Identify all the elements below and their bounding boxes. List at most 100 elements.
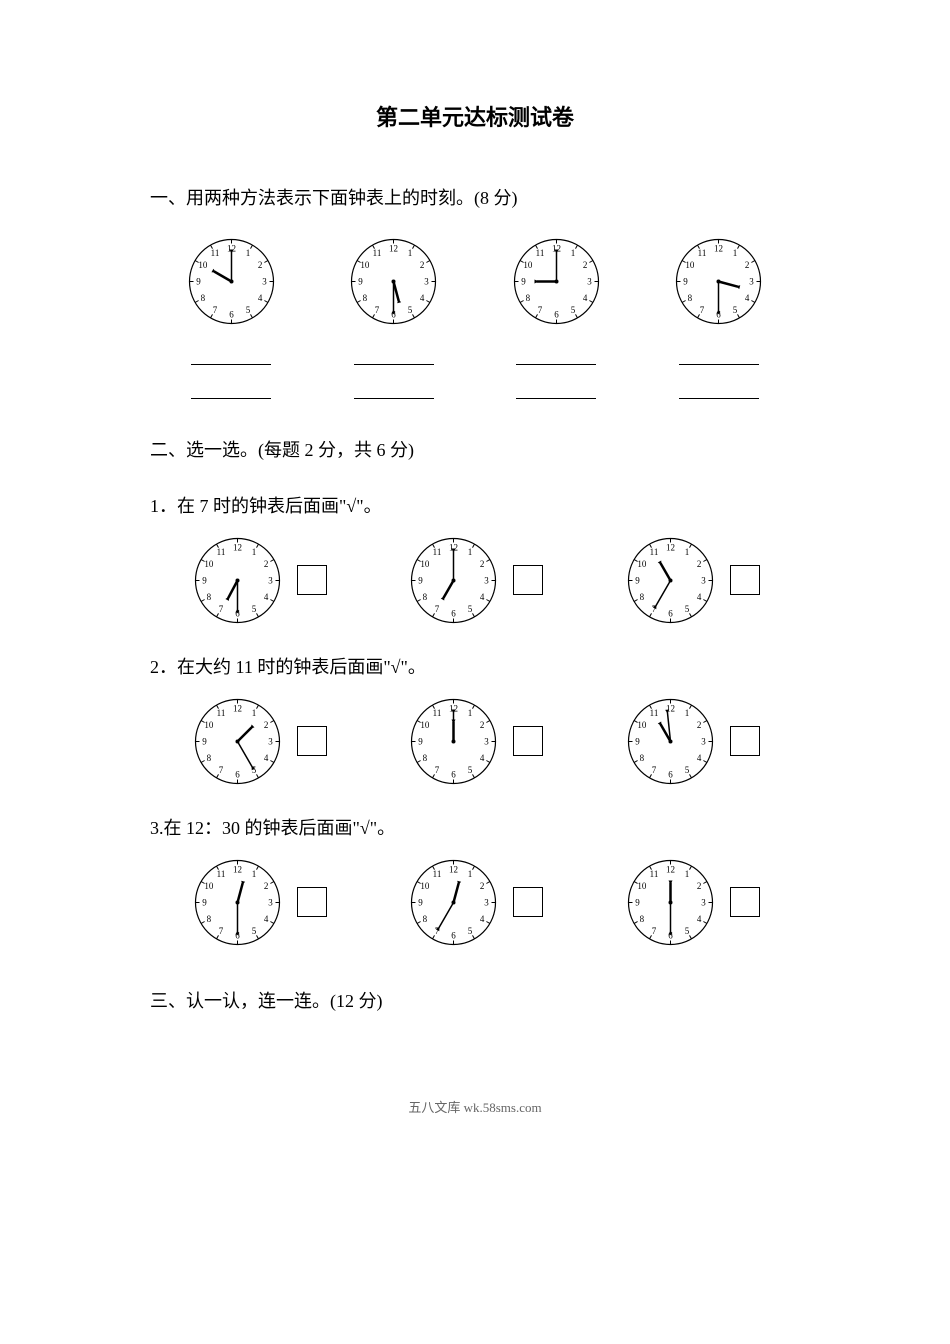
svg-text:9: 9: [359, 277, 364, 287]
section-1-clock-row: 1212345678910111212345678910111212345678…: [150, 234, 800, 329]
hour-hand: [454, 883, 459, 902]
answer-blank[interactable]: [191, 398, 271, 399]
svg-text:7: 7: [375, 305, 380, 315]
svg-text:7: 7: [219, 765, 224, 775]
section-1-answers-row-1: [150, 339, 800, 365]
minute-hand: [656, 580, 671, 606]
minute-hand: [237, 741, 252, 767]
svg-text:8: 8: [200, 293, 205, 303]
svg-text:9: 9: [684, 277, 689, 287]
svg-text:9: 9: [196, 277, 201, 287]
svg-text:2: 2: [264, 881, 269, 891]
hour-hand: [444, 580, 454, 597]
svg-text:4: 4: [258, 293, 263, 303]
svg-text:12: 12: [666, 864, 675, 874]
svg-text:4: 4: [264, 592, 269, 602]
svg-text:1: 1: [252, 869, 257, 879]
answer-blank[interactable]: [354, 364, 434, 365]
svg-text:3: 3: [485, 575, 490, 585]
answer-blank[interactable]: [679, 364, 759, 365]
svg-text:11: 11: [650, 547, 659, 557]
svg-text:6: 6: [452, 608, 457, 618]
svg-text:2: 2: [264, 720, 269, 730]
clock-face: 121234567891011: [406, 855, 501, 950]
svg-text:6: 6: [229, 310, 234, 320]
svg-text:5: 5: [408, 305, 413, 315]
svg-text:11: 11: [698, 248, 707, 258]
svg-text:11: 11: [373, 248, 382, 258]
svg-text:5: 5: [468, 604, 473, 614]
svg-text:6: 6: [668, 608, 673, 618]
svg-text:1: 1: [685, 869, 690, 879]
clock-face: 121234567891011: [190, 694, 285, 789]
section-2: 二、选一选。(每题 2 分，共 6 分) 1．在 7 时的钟表后面画"√"。 1…: [150, 434, 800, 949]
clock-item: 121234567891011: [671, 234, 766, 329]
page-footer: 五八文库 wk.58sms.com: [150, 1097, 800, 1116]
svg-text:2: 2: [480, 559, 485, 569]
svg-text:2: 2: [745, 260, 750, 270]
choice-option: 121234567891011: [623, 533, 760, 628]
question-3-choices: 1212345678910111212345678910111212345678…: [150, 855, 800, 950]
svg-text:10: 10: [204, 881, 214, 891]
answer-blank[interactable]: [516, 364, 596, 365]
clock-face: 121234567891011: [509, 234, 604, 329]
svg-text:2: 2: [264, 559, 269, 569]
svg-text:3: 3: [262, 277, 267, 287]
svg-text:2: 2: [697, 720, 702, 730]
svg-text:12: 12: [714, 244, 723, 254]
svg-text:12: 12: [666, 542, 675, 552]
svg-text:10: 10: [421, 720, 431, 730]
svg-text:8: 8: [423, 914, 428, 924]
check-box[interactable]: [297, 565, 327, 595]
svg-text:10: 10: [421, 559, 431, 569]
svg-text:7: 7: [652, 765, 657, 775]
svg-text:9: 9: [635, 736, 640, 746]
check-box[interactable]: [730, 726, 760, 756]
svg-text:2: 2: [697, 881, 702, 891]
svg-text:8: 8: [688, 293, 693, 303]
svg-text:3: 3: [701, 736, 706, 746]
svg-text:3: 3: [425, 277, 430, 287]
svg-text:11: 11: [210, 248, 219, 258]
answer-blank[interactable]: [191, 364, 271, 365]
svg-text:4: 4: [264, 914, 269, 924]
svg-text:10: 10: [361, 260, 371, 270]
svg-text:4: 4: [420, 293, 425, 303]
clock-face: 121234567891011: [406, 533, 501, 628]
svg-text:1: 1: [252, 708, 257, 718]
svg-text:3: 3: [485, 736, 490, 746]
svg-text:9: 9: [419, 736, 424, 746]
svg-text:8: 8: [423, 592, 428, 602]
svg-text:3: 3: [587, 277, 592, 287]
answer-blank[interactable]: [354, 398, 434, 399]
check-box[interactable]: [513, 887, 543, 917]
hour-hand: [228, 580, 237, 598]
svg-text:9: 9: [202, 736, 207, 746]
svg-text:2: 2: [480, 720, 485, 730]
choice-option: 121234567891011: [406, 533, 543, 628]
clock-face: 121234567891011: [671, 234, 766, 329]
svg-text:1: 1: [733, 248, 738, 258]
clock-face: 121234567891011: [406, 694, 501, 789]
svg-text:6: 6: [668, 769, 673, 779]
check-box[interactable]: [730, 565, 760, 595]
svg-text:12: 12: [233, 864, 242, 874]
check-box[interactable]: [513, 726, 543, 756]
page-title: 第二单元达标测试卷: [150, 100, 800, 132]
svg-text:5: 5: [246, 305, 251, 315]
answer-blank[interactable]: [679, 398, 759, 399]
check-box[interactable]: [297, 726, 327, 756]
svg-text:1: 1: [252, 547, 257, 557]
svg-text:11: 11: [650, 869, 659, 879]
answer-blank[interactable]: [516, 398, 596, 399]
svg-text:1: 1: [685, 708, 690, 718]
svg-text:7: 7: [435, 604, 440, 614]
svg-text:8: 8: [363, 293, 368, 303]
svg-text:12: 12: [389, 244, 398, 254]
check-box[interactable]: [513, 565, 543, 595]
svg-text:10: 10: [204, 720, 214, 730]
check-box[interactable]: [297, 887, 327, 917]
svg-text:1: 1: [468, 547, 473, 557]
choice-option: 121234567891011: [623, 694, 760, 789]
check-box[interactable]: [730, 887, 760, 917]
